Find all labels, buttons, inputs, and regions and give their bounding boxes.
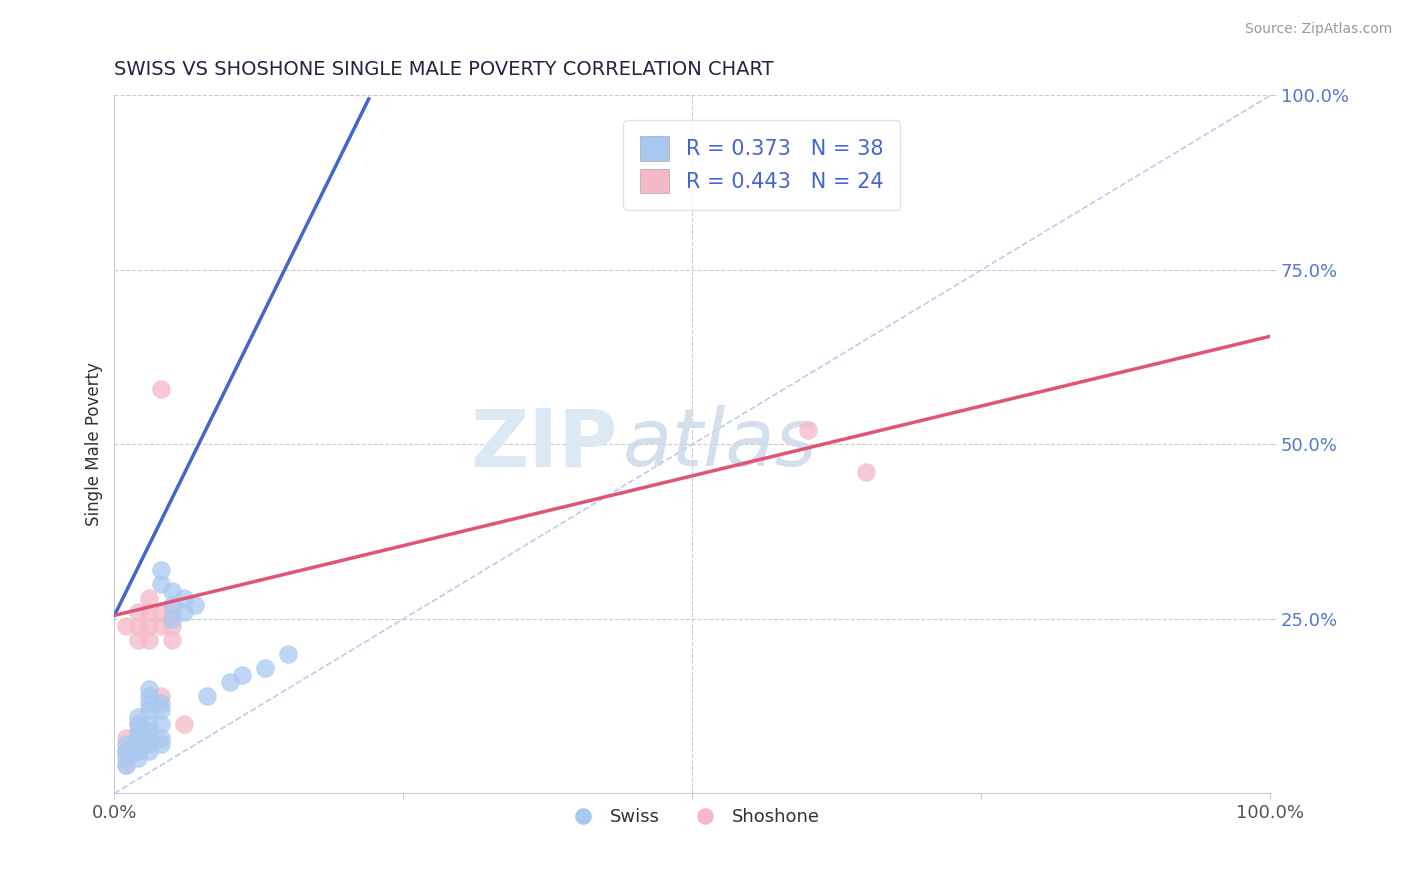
Point bbox=[149, 382, 172, 396]
Point bbox=[160, 612, 183, 626]
Point bbox=[173, 716, 195, 731]
Point bbox=[149, 738, 172, 752]
Point bbox=[127, 619, 149, 633]
Point bbox=[115, 758, 138, 772]
Point bbox=[149, 619, 172, 633]
Point bbox=[277, 647, 299, 661]
Point bbox=[127, 751, 149, 765]
Point bbox=[115, 738, 138, 752]
Y-axis label: Single Male Poverty: Single Male Poverty bbox=[86, 362, 103, 526]
Point bbox=[219, 674, 242, 689]
Point bbox=[149, 703, 172, 717]
Point bbox=[138, 716, 160, 731]
Point bbox=[149, 563, 172, 577]
Point bbox=[855, 465, 877, 479]
Point bbox=[115, 744, 138, 758]
Point bbox=[115, 619, 138, 633]
Point bbox=[115, 758, 138, 772]
Point bbox=[173, 591, 195, 605]
Point bbox=[149, 716, 172, 731]
Point bbox=[138, 591, 160, 605]
Point bbox=[138, 681, 160, 696]
Point bbox=[138, 696, 160, 710]
Point bbox=[138, 619, 160, 633]
Point bbox=[797, 424, 820, 438]
Point bbox=[138, 632, 160, 647]
Text: atlas: atlas bbox=[623, 405, 818, 483]
Point bbox=[115, 744, 138, 758]
Point bbox=[149, 605, 172, 619]
Text: ZIP: ZIP bbox=[470, 405, 617, 483]
Point bbox=[231, 667, 253, 681]
Point bbox=[138, 738, 160, 752]
Point bbox=[127, 716, 149, 731]
Point bbox=[115, 731, 138, 745]
Point bbox=[138, 744, 160, 758]
Point bbox=[127, 738, 149, 752]
Point bbox=[127, 709, 149, 723]
Legend: Swiss, Shoshone: Swiss, Shoshone bbox=[558, 801, 827, 833]
Point bbox=[149, 577, 172, 591]
Point bbox=[160, 605, 183, 619]
Point bbox=[195, 689, 218, 703]
Point bbox=[138, 605, 160, 619]
Point bbox=[127, 744, 149, 758]
Point bbox=[149, 731, 172, 745]
Point bbox=[149, 696, 172, 710]
Point bbox=[127, 723, 149, 738]
Point bbox=[115, 751, 138, 765]
Point bbox=[127, 716, 149, 731]
Text: Source: ZipAtlas.com: Source: ZipAtlas.com bbox=[1244, 22, 1392, 37]
Point bbox=[127, 744, 149, 758]
Point bbox=[127, 605, 149, 619]
Point bbox=[138, 731, 160, 745]
Point bbox=[184, 598, 207, 612]
Point bbox=[149, 689, 172, 703]
Point bbox=[160, 598, 183, 612]
Point bbox=[160, 619, 183, 633]
Point bbox=[160, 584, 183, 599]
Point bbox=[138, 689, 160, 703]
Point bbox=[138, 703, 160, 717]
Point bbox=[127, 632, 149, 647]
Point bbox=[253, 661, 276, 675]
Point bbox=[160, 632, 183, 647]
Point bbox=[127, 731, 149, 745]
Point bbox=[127, 731, 149, 745]
Text: SWISS VS SHOSHONE SINGLE MALE POVERTY CORRELATION CHART: SWISS VS SHOSHONE SINGLE MALE POVERTY CO… bbox=[114, 60, 775, 78]
Point bbox=[173, 605, 195, 619]
Point bbox=[138, 723, 160, 738]
